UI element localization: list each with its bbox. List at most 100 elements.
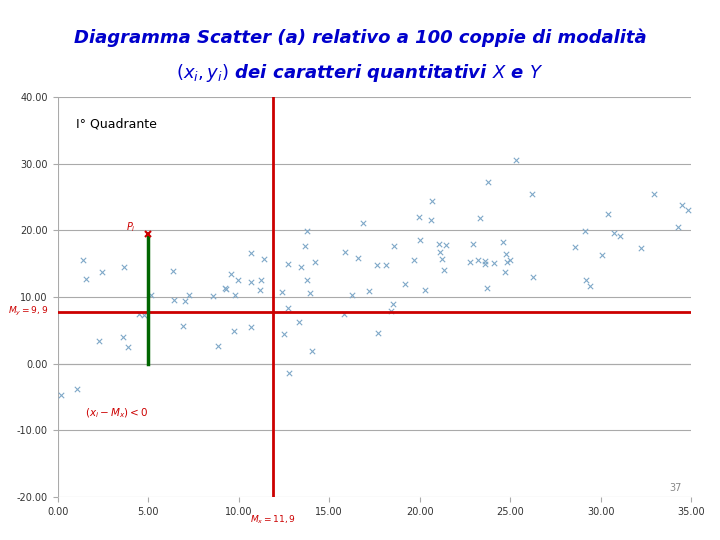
Text: Diagramma Scatter (a) relativo a 100 coppie di modalità: Diagramma Scatter (a) relativo a 100 cop… bbox=[73, 29, 647, 47]
Point bbox=[488, 259, 500, 267]
Text: $(x_i - M_x) < 0$: $(x_i - M_x) < 0$ bbox=[85, 407, 148, 420]
Point bbox=[168, 266, 179, 275]
Point bbox=[282, 304, 294, 313]
Point bbox=[500, 250, 512, 259]
Point bbox=[246, 278, 257, 286]
Point bbox=[580, 226, 591, 235]
Point bbox=[45, 278, 56, 287]
Point bbox=[145, 291, 157, 299]
Point bbox=[389, 242, 400, 251]
Point bbox=[299, 241, 310, 250]
Point bbox=[672, 223, 684, 232]
Point bbox=[433, 240, 445, 248]
Point bbox=[301, 227, 312, 235]
Point bbox=[608, 228, 620, 237]
Point bbox=[438, 266, 450, 275]
Point bbox=[385, 307, 397, 315]
Point bbox=[179, 297, 190, 306]
Text: $M_x=11,9$: $M_x=11,9$ bbox=[250, 514, 296, 526]
Point bbox=[338, 309, 349, 318]
Text: $(x_i, y_i)$ dei caratteri quantitativi $X$ e $Y$: $(x_i, y_i)$ dei caratteri quantitativi … bbox=[176, 62, 544, 84]
Point bbox=[510, 155, 521, 164]
Point bbox=[472, 256, 484, 265]
Point bbox=[364, 287, 375, 295]
Point bbox=[246, 323, 257, 332]
Point bbox=[479, 256, 490, 265]
Point bbox=[420, 286, 431, 294]
Point bbox=[425, 216, 436, 225]
Point bbox=[258, 254, 269, 263]
Point bbox=[27, 326, 38, 335]
Point bbox=[399, 280, 410, 288]
Point bbox=[436, 255, 447, 264]
Point bbox=[184, 291, 195, 300]
Point bbox=[220, 285, 231, 294]
Point bbox=[498, 238, 509, 247]
Text: $M_y=9,9$: $M_y=9,9$ bbox=[9, 305, 48, 318]
Point bbox=[117, 332, 128, 341]
Point bbox=[133, 310, 145, 319]
Point bbox=[352, 254, 364, 263]
Point bbox=[225, 269, 236, 278]
Point bbox=[479, 259, 490, 268]
Point bbox=[339, 248, 351, 256]
Point bbox=[602, 210, 613, 218]
Point bbox=[255, 275, 266, 284]
Point bbox=[474, 214, 486, 222]
Point bbox=[504, 255, 516, 264]
Point bbox=[96, 267, 108, 276]
Point bbox=[381, 261, 392, 270]
Point bbox=[346, 290, 358, 299]
Text: 37: 37 bbox=[670, 483, 682, 494]
Point bbox=[527, 273, 539, 281]
Point bbox=[310, 257, 321, 266]
Point bbox=[614, 232, 626, 240]
Point bbox=[220, 284, 231, 293]
Point bbox=[676, 200, 688, 209]
Point bbox=[177, 321, 189, 330]
Text: $P_i$: $P_i$ bbox=[127, 220, 136, 234]
Point bbox=[228, 327, 240, 335]
Point bbox=[283, 369, 294, 377]
Point bbox=[276, 287, 288, 296]
Point bbox=[212, 342, 224, 351]
Point bbox=[467, 240, 479, 249]
Point bbox=[426, 197, 438, 206]
Point bbox=[569, 242, 580, 251]
Point bbox=[306, 347, 318, 355]
Point bbox=[580, 276, 591, 285]
Point bbox=[501, 258, 513, 266]
Point bbox=[413, 213, 425, 222]
Point bbox=[305, 289, 316, 298]
Point bbox=[77, 256, 89, 265]
Point bbox=[585, 281, 596, 290]
Point bbox=[372, 261, 383, 270]
Point bbox=[71, 385, 83, 394]
Point bbox=[301, 276, 312, 285]
Point bbox=[482, 284, 493, 292]
Point bbox=[278, 330, 289, 339]
Point bbox=[294, 318, 305, 327]
Point bbox=[93, 337, 104, 346]
Point bbox=[387, 299, 398, 308]
Point bbox=[500, 268, 511, 277]
Point bbox=[464, 258, 475, 267]
Point bbox=[282, 260, 294, 268]
Point bbox=[358, 218, 369, 227]
Point bbox=[635, 244, 647, 252]
Point bbox=[295, 263, 307, 272]
Point bbox=[254, 286, 266, 294]
Point bbox=[207, 292, 219, 301]
Point bbox=[168, 295, 180, 304]
Point bbox=[138, 311, 149, 320]
Point bbox=[246, 248, 257, 257]
Point bbox=[232, 276, 243, 285]
Point bbox=[55, 391, 67, 400]
Point bbox=[414, 236, 426, 245]
Point bbox=[596, 251, 608, 260]
Point bbox=[122, 343, 134, 352]
Point bbox=[441, 240, 452, 249]
Point bbox=[80, 275, 91, 284]
Point bbox=[434, 247, 446, 256]
Text: I° Quadrante: I° Quadrante bbox=[76, 117, 156, 130]
